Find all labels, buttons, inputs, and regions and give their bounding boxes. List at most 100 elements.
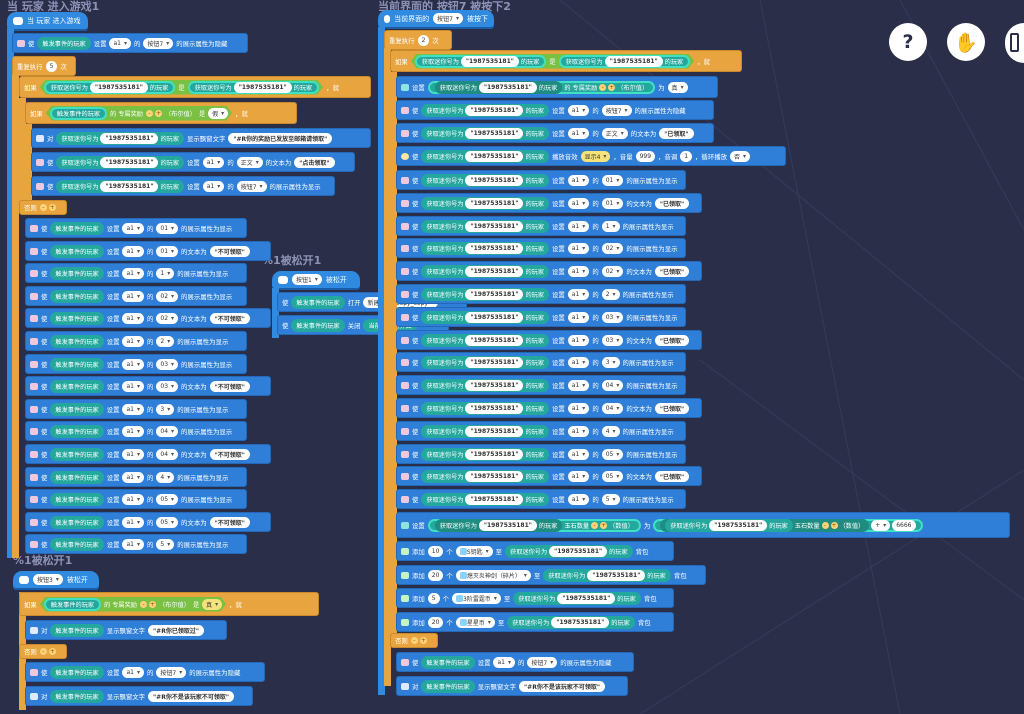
text-value[interactable]: "已领取" [654, 402, 690, 414]
trigger-player[interactable]: 触发事件的玩家 [291, 295, 345, 309]
tip-text[interactable]: "#R你已领取过" [148, 624, 204, 636]
trigger-player[interactable]: 触发事件的玩家 [50, 623, 104, 637]
uid-value[interactable]: "1987535181" [465, 311, 524, 323]
item-count[interactable]: 5 [427, 592, 440, 604]
item-count[interactable]: 10 [427, 545, 444, 557]
bool-dropdown[interactable]: 真 [667, 81, 688, 93]
control-dropdown[interactable]: 05 [601, 448, 624, 460]
trigger-player[interactable]: 触发事件的玩家 [50, 244, 104, 258]
ui-dropdown[interactable]: a1 [567, 127, 590, 139]
trigger-player[interactable]: 触发事件的玩家 [50, 311, 104, 325]
trigger-player[interactable]: 触发事件的玩家 [50, 537, 104, 551]
trigger-player[interactable]: 触发事件的玩家 [50, 357, 104, 371]
uid-value[interactable]: "1987535181" [478, 519, 537, 531]
get-player-reporter[interactable]: 获取迷你号为 "1987535181" 的玩家 [56, 179, 185, 193]
ui-dropdown[interactable]: a1 [493, 656, 515, 668]
compare-condition[interactable]: 获取迷你号为 "1987535181" 的玩家是获取迷你号为 "19875351… [411, 54, 694, 69]
trigger-player[interactable]: 触发事件的玩家 [37, 36, 91, 50]
item-dropdown[interactable]: S钥匙 [455, 545, 493, 557]
uid-value[interactable]: "1987535181" [465, 334, 524, 346]
control-dropdown[interactable]: 03 [601, 334, 624, 346]
hand-button[interactable]: ✋ [947, 23, 985, 61]
uid-value[interactable]: "1987535181" [557, 592, 616, 604]
repeat-block[interactable]: 重复执行 5 次 [12, 56, 76, 76]
ui-dropdown[interactable]: a1 [122, 448, 144, 460]
panel-button[interactable] [1005, 23, 1024, 63]
text-value[interactable]: "不可领取" [209, 245, 250, 257]
ui-dropdown[interactable]: a1 [567, 356, 590, 368]
text-value[interactable]: "不可领取" [209, 380, 250, 392]
ui-dropdown[interactable]: a1 [567, 493, 590, 505]
ui-dropdown[interactable]: a1 [567, 174, 590, 186]
bool-dropdown[interactable]: 假 [208, 108, 228, 119]
get-player-reporter[interactable]: 获取迷你号为 "1987535181" 的玩家 [505, 544, 633, 558]
trigger-player[interactable]: 触发事件的玩家 [421, 655, 475, 669]
trigger-player[interactable]: 触发事件的玩家 [50, 470, 104, 484]
get-player-reporter[interactable]: 获取迷你号为 "1987535181" 的玩家 [56, 155, 185, 169]
text-value[interactable]: "已领取" [654, 334, 690, 346]
ui-dropdown[interactable]: a1 [567, 402, 590, 414]
pitch-value[interactable]: 1 [680, 150, 693, 162]
uid-value[interactable]: "1987535181" [465, 104, 524, 116]
control-dropdown[interactable]: 04 [601, 402, 624, 414]
uid-value[interactable]: "1987535181" [465, 379, 524, 391]
uid-value[interactable]: "1987535181" [605, 56, 663, 67]
get-player-reporter[interactable]: 获取迷你号为 "1987535181" 的玩家 [421, 469, 550, 483]
get-player-reporter[interactable]: 获取迷你号为 "1987535181" 的玩家 [421, 149, 550, 163]
set-variable-block[interactable]: 设置 获取迷你号为 "1987535181" 的玩家 玉石数量 - + （数值）为获… [396, 512, 1010, 538]
loop-dropdown[interactable]: 否 [730, 150, 751, 162]
item-dropdown[interactable]: 3阶雷霆币 [452, 592, 501, 604]
control-dropdown[interactable]: 03 [601, 311, 624, 323]
control-dropdown[interactable]: 正文 [601, 127, 628, 139]
repeat-block[interactable]: 重复执行 2 次 [384, 30, 452, 50]
ui-dropdown[interactable]: a1 [122, 538, 144, 550]
uid-value[interactable]: "1987535181" [465, 425, 524, 437]
get-player-reporter[interactable]: 获取迷你号为 "1987535181" 的玩家 [421, 126, 550, 140]
compare-condition[interactable]: 获取迷你号为 "1987535181" 的玩家是获取迷你号为 "19875351… [40, 80, 323, 95]
ui-dropdown[interactable]: a1 [122, 403, 144, 415]
ui-dropdown[interactable]: a1 [202, 156, 225, 168]
ui-dropdown[interactable]: a1 [122, 493, 144, 505]
control-dropdown[interactable]: 按钮7 [156, 666, 187, 678]
control-dropdown[interactable]: 01 [601, 174, 624, 186]
set-control-block[interactable]: 使触发事件的玩家设置a1的按钮7的展示属性为隐藏 [12, 33, 248, 53]
get-player-reporter[interactable]: 获取迷你号为 "1987535181" 的玩家 [421, 492, 550, 506]
add-remove-icons[interactable]: - + [140, 601, 156, 608]
control-dropdown[interactable]: 1 [601, 220, 620, 232]
text-value[interactable]: "不可领取" [209, 516, 250, 528]
set-control-block[interactable]: 使触发事件的玩家设置a1的2的展示属性为显示 [25, 331, 247, 351]
get-player-reporter[interactable]: 获取迷你号为 "1987535181" 的玩家 [421, 424, 550, 438]
uid-value[interactable]: "1987535181" [100, 132, 159, 144]
control-dropdown[interactable]: 01 [156, 245, 179, 257]
ui-dropdown[interactable]: a1 [122, 471, 144, 483]
volume-value[interactable]: 999 [635, 150, 656, 162]
item-dropdown[interactable]: 星星币 [455, 616, 495, 628]
get-player-reporter[interactable]: 获取迷你号为 "1987535181" 的玩家 [44, 81, 176, 94]
gem-reporter[interactable]: 获取迷你号为 "1987535181" 的玩家 玉石数量 - + （数值） [427, 518, 641, 532]
control-dropdown[interactable]: 01 [601, 197, 624, 209]
uid-value[interactable]: "1987535181" [465, 448, 524, 460]
set-control-block[interactable]: 使触发事件的玩家设置a1的3的展示属性为显示 [25, 399, 247, 419]
gem-add-value[interactable]: 6666 [892, 519, 916, 531]
get-player-reporter[interactable]: 获取迷你号为 "1987535181" 的玩家 [421, 401, 550, 415]
ui-dropdown[interactable]: a1 [122, 358, 144, 370]
uid-value[interactable]: "1987535181" [465, 127, 524, 139]
item-count[interactable]: 20 [427, 616, 444, 628]
control-dropdown[interactable]: 3 [601, 356, 620, 368]
set-control-block[interactable]: 使触发事件的玩家设置a1的03的展示属性为显示 [25, 354, 247, 374]
exclusive-reporter[interactable]: 获取迷你号为 "1987535181" 的玩家 的 专属奖励 - + （布尔值） [427, 80, 656, 94]
uid-value[interactable]: "1987535181" [551, 616, 610, 628]
control-dropdown[interactable]: 4 [601, 425, 620, 437]
compare-condition[interactable]: 触发事件的玩家的 专属奖励 - + （布尔值）是假 [46, 106, 232, 121]
ui-dropdown[interactable]: a1 [567, 265, 590, 277]
uid-value[interactable]: "1987535181" [465, 197, 524, 209]
